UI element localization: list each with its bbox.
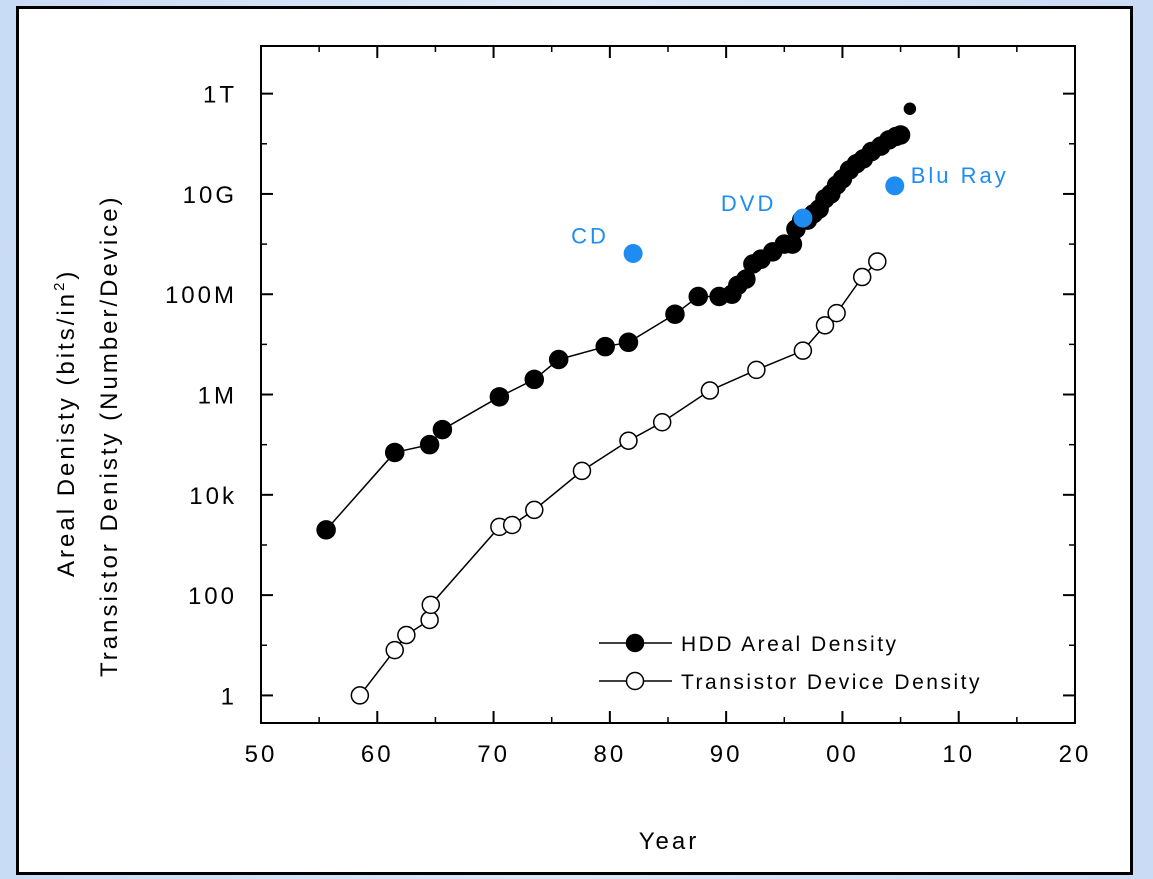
hdd-data-point bbox=[384, 442, 405, 463]
hdd-data-point bbox=[618, 332, 639, 353]
y-tick-label: 10G bbox=[183, 182, 237, 209]
transistor-data-point bbox=[827, 303, 846, 323]
x-tick-label: 00 bbox=[826, 741, 859, 768]
transistor-data-point bbox=[747, 360, 766, 380]
transistor-data-point bbox=[572, 461, 592, 481]
transistor-data-point bbox=[350, 686, 370, 705]
optical-data-point bbox=[885, 176, 905, 196]
y-axis-title: Areal Denisty (bits/in2) Transistor Deni… bbox=[51, 194, 123, 677]
legend-marker bbox=[625, 671, 645, 691]
y-tick-label: 100 bbox=[188, 583, 237, 610]
transistor-data-point bbox=[525, 500, 544, 520]
y-tick-label: 1 bbox=[221, 683, 237, 710]
plot-area bbox=[260, 45, 1076, 724]
transistor-data-point bbox=[793, 341, 813, 360]
hdd-data-point bbox=[432, 419, 453, 440]
y-axis-title-line2: Transistor Denisty (Number/Device) bbox=[96, 194, 123, 677]
x-tick-label: 90 bbox=[710, 741, 743, 768]
x-axis-title: Year bbox=[639, 828, 700, 855]
hdd-data-point bbox=[316, 520, 336, 540]
transistor-data-point bbox=[868, 252, 887, 271]
hdd-data-point bbox=[688, 286, 708, 307]
transistor-data-point bbox=[815, 316, 835, 335]
hdd-data-point bbox=[665, 304, 685, 324]
y-axis-title-superscript: 2 bbox=[51, 280, 68, 291]
hdd-data-point bbox=[489, 387, 510, 407]
legend-item-hdd: HDD Areal Density bbox=[599, 633, 899, 656]
legend-marker bbox=[625, 633, 645, 653]
hdd-data-point bbox=[419, 434, 440, 455]
y-tick-label: 100M bbox=[165, 282, 237, 309]
y-axis-title-line1: Areal Denisty (bits/in2) bbox=[51, 269, 80, 577]
optical-data-point bbox=[623, 243, 643, 263]
hdd-data-point bbox=[524, 369, 545, 390]
optical-point-label: DVD bbox=[721, 191, 776, 216]
x-tick-label: 80 bbox=[594, 741, 627, 768]
transistor-data-point bbox=[502, 515, 522, 535]
hdd-data-point bbox=[548, 349, 569, 370]
x-tick-label: 70 bbox=[477, 741, 510, 768]
legend-label: HDD Areal Density bbox=[681, 633, 899, 656]
transistor-data-point bbox=[397, 625, 416, 645]
y-tick-label: 1M bbox=[198, 383, 237, 410]
legend-label: Transistor Device Density bbox=[681, 671, 982, 694]
x-tick-label: 10 bbox=[942, 741, 975, 768]
transistor-data-point bbox=[652, 413, 672, 432]
y-tick-label: 10k bbox=[189, 483, 237, 510]
optical-point-label: CD bbox=[571, 223, 609, 248]
optical-data-point bbox=[793, 208, 813, 228]
transistor-data-point bbox=[619, 431, 638, 450]
legend-item-transistor: Transistor Device Density bbox=[599, 671, 982, 694]
chart-svg: Areal Denisty (bits/in2) Transistor Deni… bbox=[51, 45, 1092, 855]
transistor-data-point bbox=[385, 640, 404, 660]
x-tick-label: 20 bbox=[1059, 741, 1092, 768]
hdd-data-point bbox=[595, 336, 615, 357]
optical-point-label: Blu Ray bbox=[911, 163, 1009, 188]
legend: HDD Areal Density Transistor Device Densi… bbox=[599, 633, 982, 694]
x-tick-label: 50 bbox=[245, 741, 278, 768]
transistor-data-point bbox=[700, 381, 720, 400]
transistor-data-point bbox=[421, 595, 441, 615]
hdd-data-point bbox=[903, 102, 917, 115]
y-tick-label: 1T bbox=[203, 82, 237, 109]
x-tick-label: 60 bbox=[361, 741, 394, 768]
chart-panel: Areal Denisty (bits/in2) Transistor Deni… bbox=[16, 6, 1133, 875]
transistor-data-point bbox=[852, 267, 872, 287]
hdd-data-point bbox=[890, 125, 911, 145]
